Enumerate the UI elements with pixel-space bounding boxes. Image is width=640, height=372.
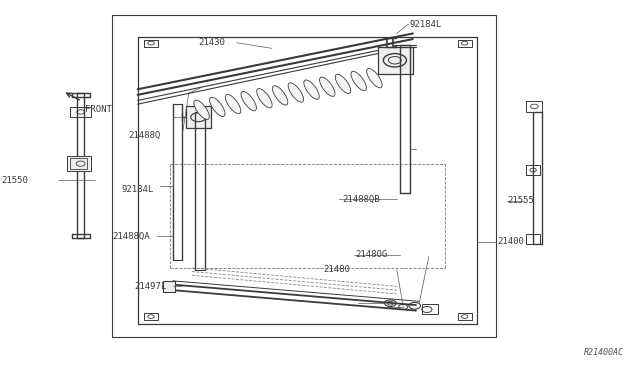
Bar [458, 40, 472, 46]
Bar [112, 15, 496, 337]
Bar [67, 156, 91, 171]
Text: R21400AC: R21400AC [584, 348, 624, 357]
Text: 21430: 21430 [198, 38, 225, 47]
Text: FRONT: FRONT [85, 105, 112, 114]
Ellipse shape [351, 71, 366, 91]
Text: 21480: 21480 [323, 265, 350, 274]
Text: 21488Q: 21488Q [128, 131, 160, 140]
Text: 21400: 21400 [497, 237, 524, 246]
Ellipse shape [288, 83, 303, 102]
Text: 92184L: 92184L [122, 185, 154, 194]
Bar [144, 40, 158, 46]
Ellipse shape [273, 86, 288, 105]
Ellipse shape [210, 97, 225, 116]
Text: 21555: 21555 [508, 196, 534, 205]
Text: 21497L: 21497L [134, 282, 166, 291]
Bar [186, 106, 211, 128]
Ellipse shape [257, 89, 272, 108]
Bar [458, 313, 472, 320]
Bar [422, 304, 438, 314]
Bar [144, 313, 158, 320]
Ellipse shape [367, 68, 382, 88]
Text: 21480G: 21480G [355, 250, 387, 259]
Text: 21488QB: 21488QB [342, 195, 380, 203]
Text: 92184L: 92184L [410, 20, 442, 29]
Text: 21488QA: 21488QA [112, 232, 150, 241]
Ellipse shape [319, 77, 335, 96]
Bar [526, 101, 542, 112]
Ellipse shape [194, 100, 209, 119]
Text: 21550: 21550 [1, 176, 28, 185]
Bar [70, 107, 91, 117]
Ellipse shape [335, 74, 351, 93]
Bar [163, 281, 175, 292]
Bar [526, 165, 540, 175]
Ellipse shape [304, 80, 319, 99]
Bar [526, 234, 540, 244]
Ellipse shape [225, 94, 241, 114]
Bar [378, 46, 413, 74]
Ellipse shape [241, 92, 257, 111]
Bar [70, 158, 87, 169]
